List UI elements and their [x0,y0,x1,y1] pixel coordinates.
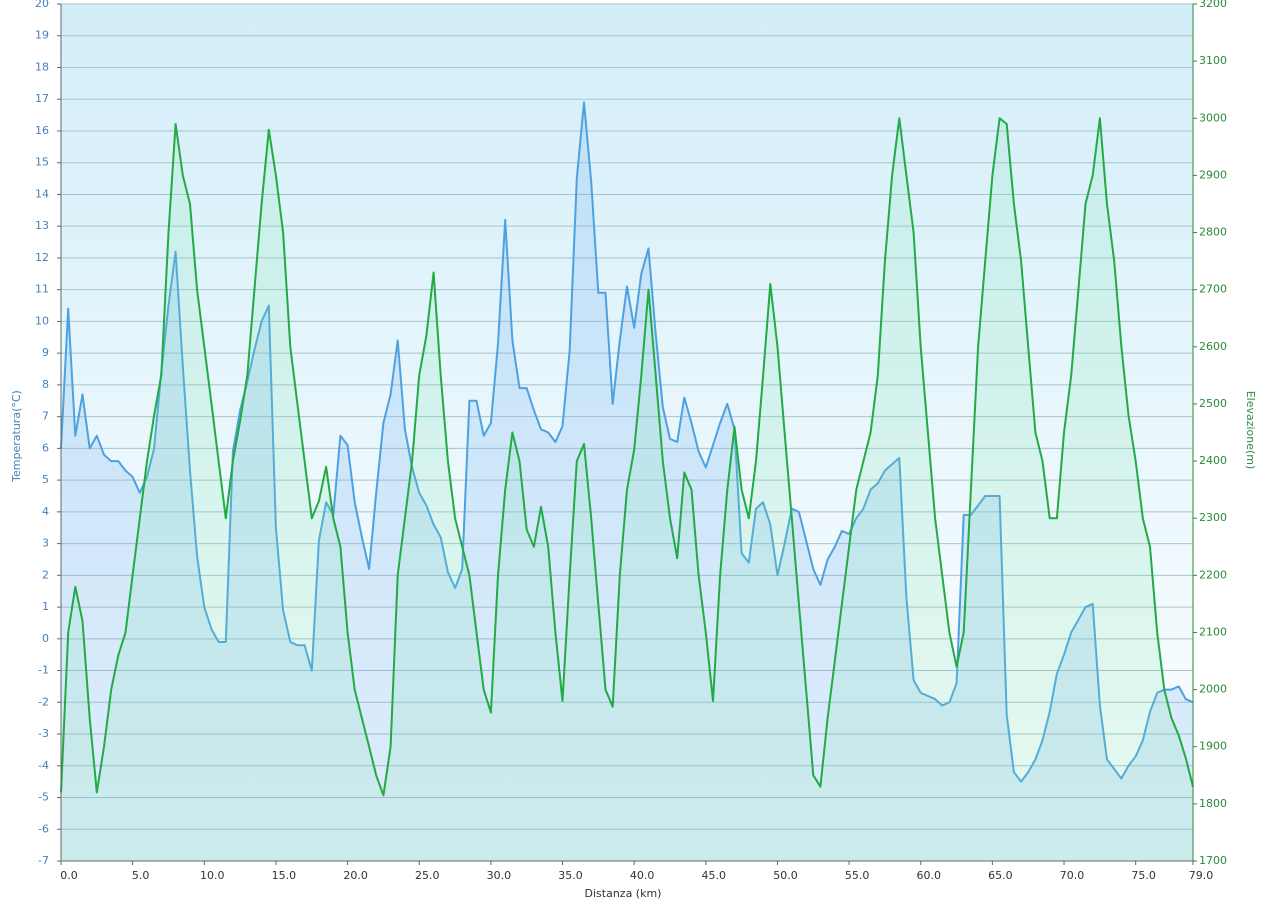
y-tick-label: 1 [42,600,49,613]
x-tick-label: 5.0 [132,869,150,882]
x-axis-title: Distanza (km) [585,887,662,900]
series-line [60,117,1194,797]
y-tick-label: 4 [42,505,49,518]
y2-tick-label: 2800 [1199,226,1227,239]
y-tick-label: 16 [35,124,49,137]
x-tick-label: 20.0 [343,869,368,882]
grid [61,3,1193,862]
y-tick-label: -6 [38,822,49,835]
series-layer [60,101,1194,862]
y2-tick-label: 2300 [1199,511,1227,524]
y2-tick-label: 1900 [1199,740,1227,753]
y-tick-label: 11 [35,283,49,296]
series-line [60,101,1194,783]
y2-tick-label: 2000 [1199,683,1227,696]
y2-tick-label: 1800 [1199,797,1227,810]
y-tick-label: 15 [35,156,49,169]
y-tick-label: 5 [42,473,49,486]
y2-tick-label: 2900 [1199,168,1227,181]
y-tick-label: -5 [38,791,49,804]
y2-tick-label: 3200 [1199,0,1227,10]
y-tick-label: 8 [42,378,49,391]
y-tick-label: 13 [35,219,49,232]
plot-background [61,4,1193,861]
y-tick-label: -7 [38,854,49,867]
x-tick-label: 10.0 [200,869,225,882]
y2-tick-label: 2500 [1199,397,1227,410]
y-tick-label: 10 [35,314,49,327]
x-tick-label: 75.0 [1131,869,1156,882]
x-tick-label: 79.0 [1189,869,1214,882]
y-tick-label: 19 [35,29,49,42]
y-axis-title: Temperatura(°C) [10,390,23,483]
y-tick-label: 12 [35,251,49,264]
x-tick-label: 55.0 [845,869,870,882]
y2-tick-label: 1700 [1199,854,1227,867]
y2-tick-label: 2400 [1199,454,1227,467]
y-tick-label: 3 [42,537,49,550]
y2-tick-label: 3100 [1199,54,1227,67]
x-tick-label: 65.0 [988,869,1013,882]
series-area [61,102,1193,861]
x-tick-label: 60.0 [916,869,941,882]
x-tick-label: 40.0 [630,869,655,882]
y2-tick-label: 2100 [1199,625,1227,638]
y-tick-label: 14 [35,187,49,200]
x-tick-label: 35.0 [558,869,583,882]
y-tick-label: 20 [35,0,49,10]
y2-tick-label: 3000 [1199,111,1227,124]
x-tick-label: 45.0 [702,869,727,882]
x-tick-label: 50.0 [773,869,798,882]
y-tick-label: -2 [38,695,49,708]
y2-tick-label: 2600 [1199,340,1227,353]
y2-axis-title: Elevazione(m) [1244,391,1257,470]
y-tick-label: 18 [35,60,49,73]
y-tick-label: 9 [42,346,49,359]
y-tick-label: -1 [38,664,49,677]
y-tick-label: 7 [42,410,49,423]
x-tick-label: 0.0 [60,869,78,882]
x-tick-label: 30.0 [487,869,512,882]
y-tick-label: -3 [38,727,49,740]
y-tick-label: 2 [42,568,49,581]
y2-tick-label: 2200 [1199,568,1227,581]
y2-tick-label: 2700 [1199,283,1227,296]
y-tick-label: -4 [38,759,49,772]
x-tick-label: 25.0 [415,869,440,882]
y-tick-label: 17 [35,92,49,105]
x-tick-label: 70.0 [1060,869,1085,882]
x-tick-label: 15.0 [272,869,297,882]
y-tick-label: 0 [42,632,49,645]
y-tick-label: 6 [42,441,49,454]
